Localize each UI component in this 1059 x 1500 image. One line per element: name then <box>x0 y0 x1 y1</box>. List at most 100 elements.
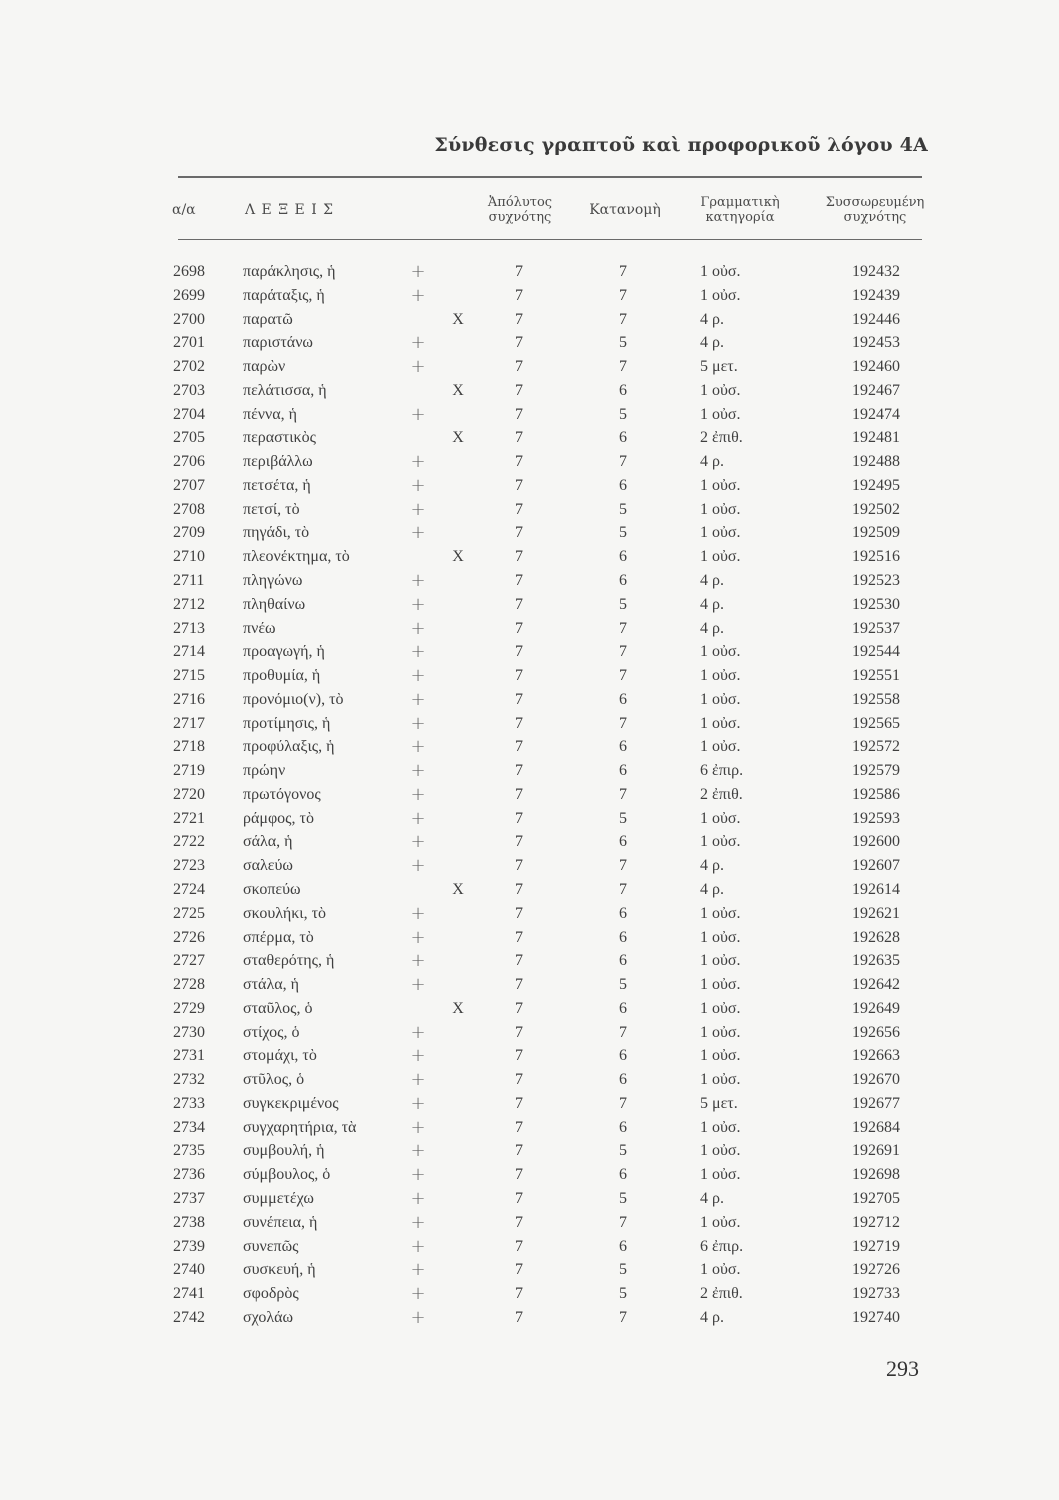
table-row: 2708 πετσί, τὸ +7 5 1 οὐσ. 192502 <box>0 499 1059 525</box>
row-cumulative-frequency: 192712 <box>852 1213 900 1231</box>
table-row: 2707 πετσέτα, ἡ +7 6 1 οὐσ. 192495 <box>0 474 1059 501</box>
row-absolute-frequency: 7 <box>515 904 523 922</box>
row-absolute-frequency: 7 <box>515 785 523 803</box>
row-grammatical-category: 1 οὐσ. <box>700 524 741 542</box>
row-cumulative-frequency: 192656 <box>852 1023 900 1041</box>
row-absolute-frequency: 7 <box>515 1142 523 1160</box>
table-row: 2719 πρώην +7 6 6 ἐπιρ. 192579 <box>0 760 1059 786</box>
row-cumulative-frequency: 192432 <box>852 263 900 280</box>
row-number: 2723 <box>173 857 205 875</box>
row-number: 2707 <box>173 476 205 494</box>
row-number: 2733 <box>173 1094 205 1112</box>
row-absolute-frequency: 7 <box>515 1237 523 1255</box>
table-row: 2741 σφοδρὸς +7 5 2 ἐπιθ. 192733 <box>0 1283 1059 1309</box>
row-grammatical-category: 1 οὐσ. <box>700 500 741 518</box>
row-grammatical-category: 1 οὐσ. <box>700 833 741 851</box>
row-mark: X <box>452 429 464 447</box>
row-absolute-frequency: 7 <box>515 595 523 613</box>
row-absolute-frequency: 7 <box>515 334 523 352</box>
row-cumulative-frequency: 192551 <box>852 667 900 685</box>
row-absolute-frequency: 7 <box>515 928 523 946</box>
row-mark: + <box>410 474 426 496</box>
row-mark: + <box>410 926 426 948</box>
row-grammatical-category: 1 οὐσ. <box>700 263 741 280</box>
col-header-abs-freq: Ἀπόλυτος συχνότης <box>470 195 570 225</box>
row-distribution: 7 <box>619 714 627 732</box>
row-word: παρὼν <box>243 358 286 376</box>
row-word: σκουλήκι, τὸ <box>243 904 327 922</box>
row-word: πηγάδι, τὸ <box>243 524 310 542</box>
col-header-abs-freq-line1: Ἀπόλυτος <box>487 195 553 210</box>
row-cumulative-frequency: 192453 <box>852 334 900 352</box>
row-word: προτίμησις, ἡ <box>243 714 331 732</box>
table-row: 2703 πελάτισσα, ἡ X 7 6 1 οὐσ. 192467 <box>0 382 1059 406</box>
table-row: 2709 πηγάδι, τὸ +7 5 1 οὐσ. 192509 <box>0 522 1059 548</box>
row-word: στίχος, ὁ <box>243 1023 300 1041</box>
row-absolute-frequency: 7 <box>515 358 523 376</box>
table-row: 2728 στάλα, ἡ +7 5 1 οὐσ. 192642 <box>0 974 1059 1000</box>
row-mark: + <box>410 284 426 306</box>
table-row: 2724 σκοπεύω X 7 7 4 ρ. 192614 <box>0 881 1059 905</box>
row-distribution: 6 <box>619 572 627 589</box>
table-row: 2710 πλεονέκτημα, τὸ X 7 6 1 οὐσ. 192516 <box>0 548 1059 572</box>
row-cumulative-frequency: 192705 <box>852 1190 900 1208</box>
row-word: σύμβουλος, ὁ <box>243 1166 331 1184</box>
row-word: περιβάλλω <box>243 453 313 471</box>
row-mark: + <box>410 1092 426 1114</box>
row-word: συνεπῶς <box>243 1237 299 1255</box>
row-mark: + <box>410 1045 426 1067</box>
row-number: 2717 <box>173 714 205 732</box>
row-grammatical-category: 1 οὐσ. <box>700 286 741 304</box>
table-row: 2704 πέννα, ἡ +7 5 1 οὐσ. 192474 <box>0 404 1059 430</box>
table-row: 2726 σπέρμα, τὸ +7 6 1 οὐσ. 192628 <box>0 926 1059 953</box>
row-number: 2703 <box>173 381 205 399</box>
row-number: 2701 <box>173 334 205 352</box>
row-word: προνόμιο(ν), τὸ <box>243 690 344 708</box>
row-cumulative-frequency: 192586 <box>852 785 900 803</box>
table-row: 2705 περαστικὸς X 7 6 2 ἐπιθ. 192481 <box>0 429 1059 453</box>
col-header-cumulative-line2: συχνότης <box>843 210 907 225</box>
row-absolute-frequency: 7 <box>515 405 523 423</box>
row-word: συγχαρητήρια, τὰ <box>243 1118 357 1136</box>
row-cumulative-frequency: 192635 <box>852 952 900 970</box>
row-mark: + <box>410 950 426 972</box>
row-cumulative-frequency: 192446 <box>852 310 900 328</box>
row-grammatical-category: 5 μετ. <box>700 1094 738 1112</box>
row-absolute-frequency: 7 <box>515 1261 523 1279</box>
row-word: πρώην <box>243 762 286 780</box>
row-absolute-frequency: 7 <box>515 548 523 566</box>
row-number: 2705 <box>173 429 205 447</box>
row-mark: + <box>410 617 426 639</box>
row-distribution: 7 <box>619 1213 627 1231</box>
table-row: 2727 σταθερότης, ἡ +7 6 1 οὐσ. 192635 <box>0 950 1059 976</box>
row-mark: + <box>410 1306 426 1328</box>
row-absolute-frequency: 7 <box>515 1047 523 1065</box>
row-word: πετσέτα, ἡ <box>243 476 311 494</box>
row-grammatical-category: 1 οὐσ. <box>700 1261 741 1279</box>
row-grammatical-category: 1 οὐσ. <box>700 952 741 970</box>
row-mark: + <box>410 570 426 591</box>
row-distribution: 5 <box>619 809 627 827</box>
row-grammatical-category: 1 οὐσ. <box>700 381 741 399</box>
row-absolute-frequency: 7 <box>515 833 523 851</box>
row-word: σκοπεύω <box>243 881 301 899</box>
row-grammatical-category: 6 ἐπιρ. <box>700 1237 744 1255</box>
row-number: 2706 <box>173 453 205 471</box>
row-word: προαγωγή, ἡ <box>243 643 325 661</box>
row-absolute-frequency: 7 <box>515 738 523 756</box>
row-grammatical-category: 4 ρ. <box>700 334 724 352</box>
row-cumulative-frequency: 192628 <box>852 928 900 946</box>
row-word: πνέω <box>243 619 276 637</box>
row-cumulative-frequency: 192537 <box>852 619 900 637</box>
row-grammatical-category: 1 οὐσ. <box>700 738 741 756</box>
table-row: 2723 σαλεύω +7 7 4 ρ. 192607 <box>0 855 1059 881</box>
row-grammatical-category: 1 οὐσ. <box>700 809 741 827</box>
row-word: συνέπεια, ἡ <box>243 1213 318 1231</box>
row-word: πετσί, τὸ <box>243 500 300 518</box>
table-row: 2712 πληθαίνω +7 5 4 ρ. 192530 <box>0 594 1059 620</box>
row-cumulative-frequency: 192684 <box>852 1118 900 1136</box>
row-grammatical-category: 1 οὐσ. <box>700 548 741 566</box>
row-cumulative-frequency: 192621 <box>852 904 900 922</box>
row-cumulative-frequency: 192649 <box>852 999 900 1017</box>
row-distribution: 6 <box>619 1071 627 1089</box>
